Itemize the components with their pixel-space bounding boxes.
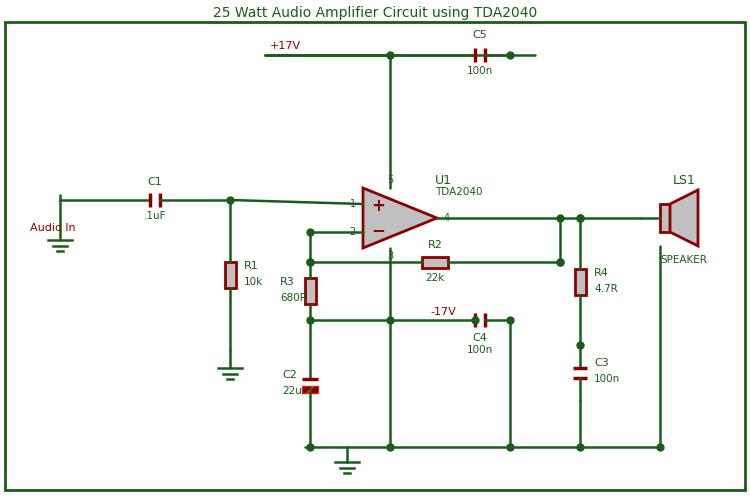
Text: Audio In: Audio In — [30, 223, 76, 233]
Text: 5: 5 — [387, 175, 393, 185]
Text: +: + — [371, 197, 385, 215]
Text: C1: C1 — [148, 177, 162, 187]
Text: C4: C4 — [472, 333, 488, 343]
Bar — [574, 268, 586, 295]
Text: 100n: 100n — [466, 345, 494, 355]
Polygon shape — [670, 190, 698, 246]
Text: R3: R3 — [280, 277, 295, 287]
Text: +17V: +17V — [270, 41, 301, 51]
Text: C2: C2 — [282, 370, 297, 379]
Text: 2: 2 — [350, 227, 356, 237]
Text: C5: C5 — [472, 30, 488, 40]
Text: R4: R4 — [594, 267, 609, 277]
Text: LS1: LS1 — [673, 174, 695, 186]
Text: 25 Watt Audio Amplifier Circuit using TDA2040: 25 Watt Audio Amplifier Circuit using TD… — [213, 6, 537, 20]
Text: 4: 4 — [444, 213, 450, 223]
Text: −: − — [371, 221, 385, 239]
Text: 1: 1 — [350, 199, 356, 209]
Bar — [422, 256, 448, 267]
Text: 22k: 22k — [425, 273, 445, 283]
Bar — [302, 385, 318, 392]
Text: 10k: 10k — [244, 277, 263, 287]
Text: R2: R2 — [427, 240, 442, 250]
Text: R1: R1 — [244, 261, 259, 271]
Text: 680R: 680R — [280, 293, 307, 303]
Text: .1uF: .1uF — [144, 211, 166, 221]
Text: -17V: -17V — [430, 307, 456, 317]
Text: U1: U1 — [435, 174, 452, 186]
Bar — [224, 262, 236, 288]
Text: C3: C3 — [594, 359, 609, 369]
Text: 100n: 100n — [466, 66, 494, 76]
Bar — [304, 278, 316, 304]
Text: 100n: 100n — [594, 374, 620, 384]
Bar — [660, 204, 670, 232]
Text: 3: 3 — [387, 251, 393, 261]
Text: TDA2040: TDA2040 — [435, 187, 482, 197]
Text: 4.7R: 4.7R — [594, 284, 618, 294]
Bar — [302, 385, 318, 392]
Polygon shape — [363, 188, 437, 248]
Text: 22u: 22u — [282, 385, 302, 395]
Text: SPEAKER: SPEAKER — [661, 255, 707, 265]
